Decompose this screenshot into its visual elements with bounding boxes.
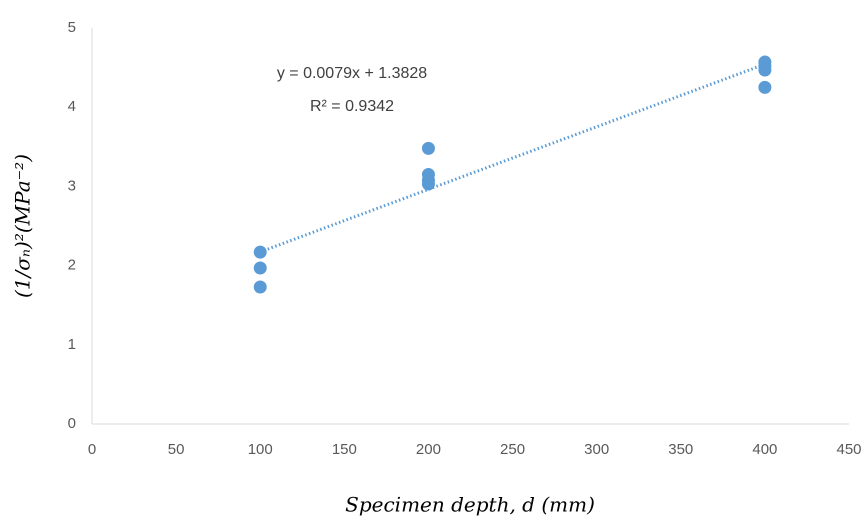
y-tick-label: 1: [68, 336, 76, 353]
scatter-point: [758, 80, 772, 94]
x-tick-label: 300: [584, 441, 609, 458]
y-axis-label: (1/σₙ)²(MPa⁻²): [11, 154, 35, 298]
scatter-point: [253, 261, 267, 275]
x-tick-label: 250: [500, 441, 525, 458]
trendline: [259, 62, 766, 254]
x-tick-label: 50: [168, 441, 185, 458]
y-tick-label: 0: [68, 415, 76, 432]
scatter-point: [253, 280, 267, 294]
y-tick-label: 5: [68, 19, 76, 36]
x-tick-label: 450: [836, 441, 861, 458]
scatter-point: [421, 141, 435, 155]
x-tick-label: 150: [332, 441, 357, 458]
x-tick-label: 100: [248, 441, 273, 458]
x-tick-label: 200: [416, 441, 441, 458]
scatter-point: [758, 63, 772, 77]
x-tick-label: 0: [88, 441, 96, 458]
x-axis-label: Specimen depth, d (mm): [345, 493, 595, 517]
trendline-equation: y = 0.0079x + 1.3828: [277, 65, 427, 82]
y-tick-label: 4: [68, 98, 76, 115]
r-squared: R² = 0.9342: [310, 98, 394, 115]
y-tick-label: 3: [68, 177, 76, 194]
scatter-point: [253, 245, 267, 259]
y-tick-label: 2: [68, 257, 76, 274]
scatter-point: [421, 177, 435, 191]
x-tick-label: 350: [668, 441, 693, 458]
x-tick-label: 400: [752, 441, 777, 458]
